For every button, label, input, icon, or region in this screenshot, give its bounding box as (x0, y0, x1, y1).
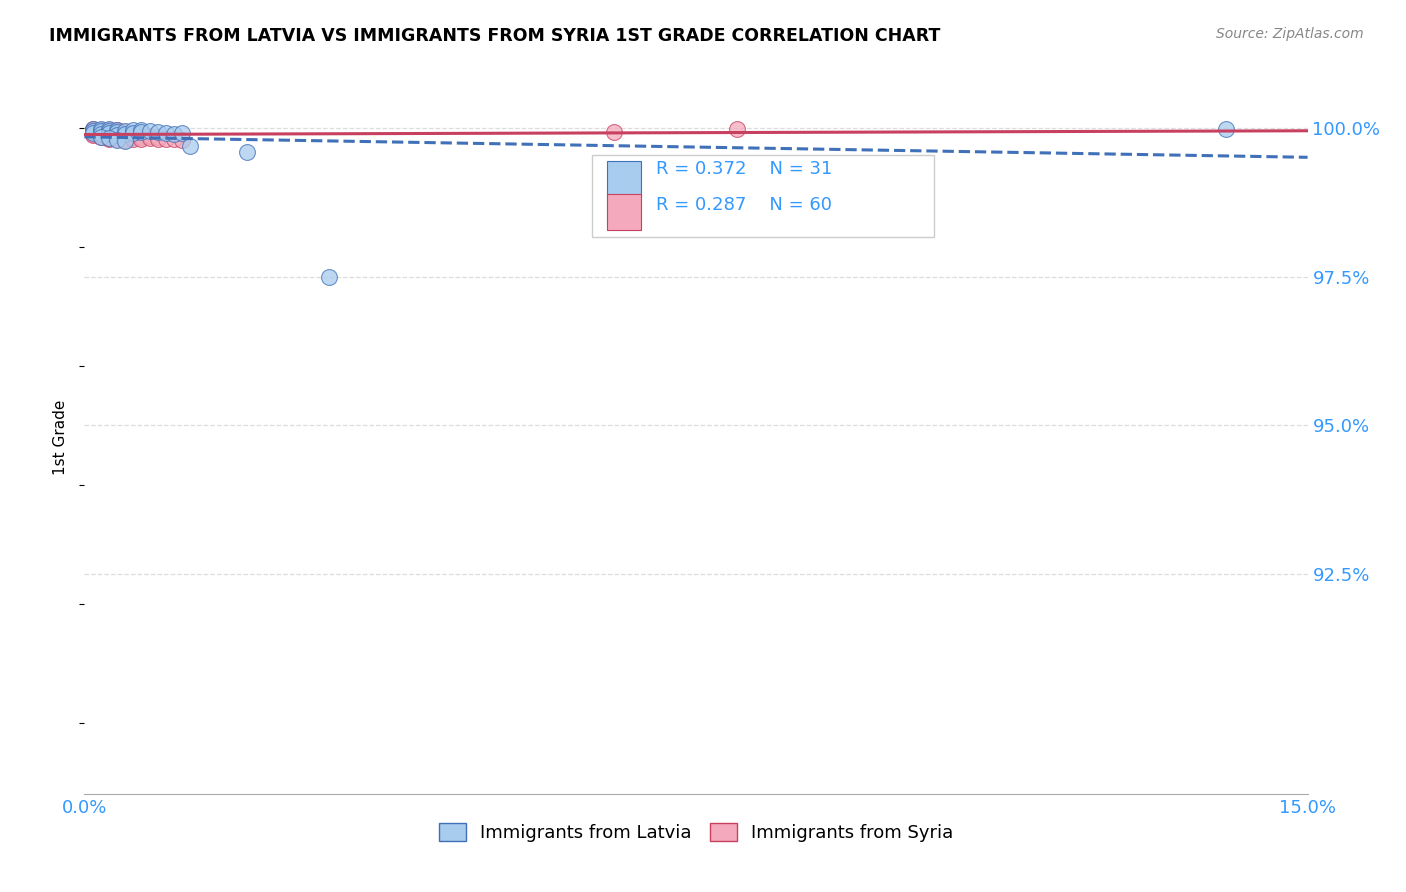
Bar (606, 194, 641, 230)
Point (82, 128, 104, 142)
Point (122, 127, 145, 141)
Point (82, 122, 104, 136)
Point (114, 128, 136, 142)
Point (97, 124, 120, 138)
Point (105, 123, 128, 137)
Text: IMMIGRANTS FROM LATVIA VS IMMIGRANTS FROM SYRIA 1ST GRADE CORRELATION CHART: IMMIGRANTS FROM LATVIA VS IMMIGRANTS FRO… (49, 27, 941, 45)
Point (114, 124, 136, 138)
Y-axis label: 1st Grade: 1st Grade (53, 400, 69, 475)
Point (90, 126, 112, 140)
Point (603, 125, 626, 139)
Point (131, 125, 153, 139)
Point (90, 129, 112, 144)
Text: R = 0.287    N = 60: R = 0.287 N = 60 (655, 196, 831, 214)
Point (138, 124, 160, 138)
Point (318, 269, 340, 284)
Point (179, 138, 201, 153)
Point (82, 126, 104, 140)
Legend: Immigrants from Latvia, Immigrants from Syria: Immigrants from Latvia, Immigrants from … (432, 815, 960, 849)
Point (1215, 122, 1237, 136)
Point (163, 132, 186, 146)
Point (82, 128, 104, 142)
Point (82, 124, 104, 138)
Point (82, 125, 104, 139)
Point (90, 126, 112, 140)
Point (114, 129, 136, 144)
Point (97, 124, 120, 138)
Point (172, 133, 194, 147)
Point (90, 128, 112, 142)
Point (97, 131, 120, 145)
Point (97, 131, 120, 145)
Point (105, 127, 128, 141)
Point (90, 123, 112, 137)
Point (82, 122, 104, 136)
Point (146, 131, 169, 145)
Point (90, 122, 112, 136)
Point (90, 125, 112, 139)
Point (114, 131, 136, 145)
Point (725, 122, 748, 136)
Point (90, 124, 112, 138)
Point (172, 126, 194, 140)
Point (90, 124, 112, 138)
Point (122, 129, 145, 144)
Point (97, 122, 120, 136)
Point (105, 130, 128, 145)
Point (114, 133, 136, 147)
Point (236, 145, 259, 159)
Point (97, 125, 120, 139)
Point (105, 125, 128, 139)
Point (105, 133, 128, 147)
Point (90, 122, 112, 136)
Point (97, 126, 120, 140)
Point (105, 123, 128, 137)
Point (114, 127, 136, 141)
Point (114, 127, 136, 141)
Point (97, 129, 120, 144)
Text: R = 0.372    N = 31: R = 0.372 N = 31 (655, 161, 832, 178)
Point (146, 125, 169, 139)
Point (138, 129, 160, 144)
Point (163, 127, 186, 141)
Point (82, 127, 104, 141)
Point (97, 126, 120, 140)
Point (122, 123, 145, 137)
Text: Source: ZipAtlas.com: Source: ZipAtlas.com (1216, 27, 1364, 41)
Point (131, 128, 153, 142)
Point (82, 124, 104, 138)
Point (122, 128, 145, 142)
Point (105, 131, 128, 145)
Point (114, 134, 136, 148)
Point (97, 122, 120, 136)
Point (97, 128, 120, 142)
Point (97, 132, 120, 146)
Point (155, 131, 177, 145)
Point (105, 126, 128, 140)
Point (97, 123, 120, 137)
Point (114, 125, 136, 139)
Point (97, 127, 120, 141)
Point (146, 130, 169, 145)
Point (90, 127, 112, 141)
Point (105, 128, 128, 142)
Point (82, 123, 104, 137)
Point (90, 129, 112, 144)
Point (131, 131, 153, 145)
Point (105, 129, 128, 144)
Point (105, 128, 128, 142)
Point (105, 124, 128, 138)
Bar (606, 161, 641, 196)
Point (82, 124, 104, 138)
Point (82, 126, 104, 140)
Point (90, 130, 112, 145)
Point (131, 123, 153, 137)
Point (122, 131, 145, 145)
Point (122, 126, 145, 140)
Point (90, 127, 112, 141)
Point (155, 126, 177, 140)
Point (82, 122, 104, 136)
Point (131, 129, 153, 144)
Point (138, 131, 160, 145)
